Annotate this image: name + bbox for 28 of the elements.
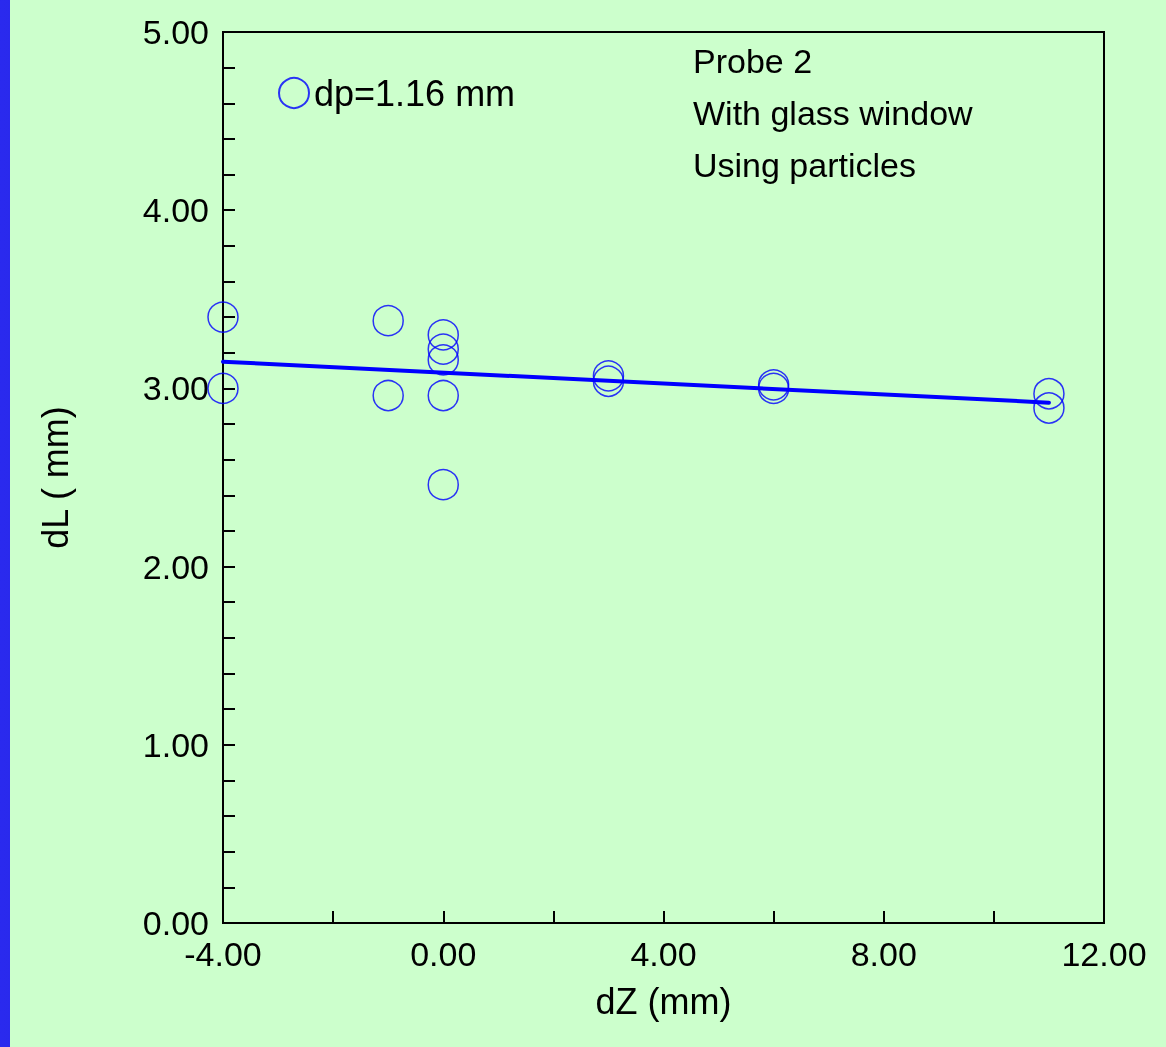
point: [427, 333, 459, 365]
x-tick-label: 12.00: [1061, 935, 1147, 973]
point: [427, 344, 459, 376]
point: [1033, 392, 1065, 424]
x-tick-label: 4.00: [630, 935, 697, 973]
point: [427, 319, 459, 351]
y-tick-label: 4.00: [142, 191, 209, 230]
y-tick-label: 3.00: [142, 369, 209, 408]
x-tick-label: 0.00: [410, 935, 477, 973]
y-tick-label: 5.00: [142, 13, 209, 51]
x-axis-title: dZ (mm): [595, 980, 732, 1022]
x-tick-label: 8.00: [850, 935, 917, 973]
annotation: Probe 2: [693, 42, 813, 80]
y-tick-label: 1.00: [142, 725, 209, 764]
annotation: Using particles: [693, 146, 916, 184]
point: [1033, 378, 1065, 410]
point: [207, 301, 239, 333]
annotation: With glass window: [693, 94, 974, 132]
point: [592, 365, 625, 398]
point: [207, 372, 239, 405]
point: [372, 379, 404, 412]
y-axis-title: dL ( mm): [34, 406, 76, 549]
point: [427, 379, 459, 412]
point: [372, 304, 404, 337]
y-tick-label: 2.00: [142, 547, 209, 586]
point: [592, 360, 625, 392]
legend-label: dp=1.16 mm: [314, 72, 516, 114]
point: [427, 468, 459, 501]
